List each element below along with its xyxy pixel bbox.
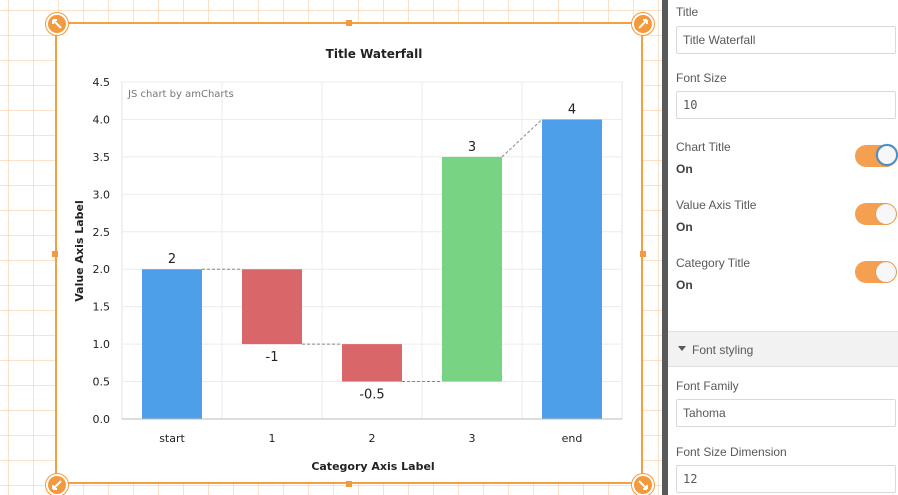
font-size-label: Font Size bbox=[676, 71, 727, 85]
waterfall-bar bbox=[342, 344, 402, 382]
resize-handle-bottom[interactable] bbox=[346, 481, 352, 487]
title-input[interactable]: Title Waterfall bbox=[676, 26, 896, 54]
value-axis-title-state: On bbox=[676, 220, 693, 234]
y-tick-label: 3.5 bbox=[93, 151, 111, 164]
value-axis-title-label: Value Axis Title bbox=[676, 198, 757, 212]
data-label: -1 bbox=[266, 350, 279, 365]
resize-handle-bottom-left[interactable] bbox=[46, 474, 68, 495]
category-title-state: On bbox=[676, 278, 693, 292]
y-tick-label: 4.5 bbox=[93, 76, 111, 89]
font-size-dimension-label: Font Size Dimension bbox=[676, 445, 787, 459]
category-title-toggle[interactable] bbox=[855, 261, 897, 283]
title-label: Title bbox=[676, 5, 699, 19]
category-title-label: Category Title bbox=[676, 256, 751, 270]
waterfall-chart: Title Waterfall 0.0 0.5 1.0 1.5 2.0 2.5 3.0 3.5… bbox=[73, 47, 623, 473]
data-label: 4 bbox=[568, 102, 576, 117]
y-tick-label: 3.0 bbox=[93, 188, 111, 201]
connector-line bbox=[501, 119, 543, 158]
resize-arrow-icon bbox=[52, 19, 62, 29]
y-tick-label: 4.0 bbox=[93, 113, 111, 126]
font-family-input[interactable]: Tahoma bbox=[676, 399, 896, 427]
data-label: 3 bbox=[468, 140, 476, 155]
waterfall-bar bbox=[142, 269, 202, 419]
x-tick-label: 3 bbox=[469, 432, 476, 445]
edit-canvas: Title Waterfall 0.0 0.5 1.0 1.5 2.0 2.5 3.0 3.5… bbox=[0, 0, 662, 495]
panel-divider[interactable] bbox=[662, 0, 668, 495]
properties-panel: Title Title Waterfall Font Size 10 Chart… bbox=[668, 0, 898, 495]
caret-down-icon bbox=[678, 346, 686, 351]
toggle-knob bbox=[876, 262, 896, 282]
font-family-label: Font Family bbox=[676, 379, 739, 393]
toggle-knob bbox=[876, 204, 896, 224]
data-label: 2 bbox=[168, 252, 176, 267]
resize-handle-top-right[interactable] bbox=[632, 13, 654, 35]
waterfall-bar bbox=[442, 156, 502, 382]
font-size-dimension-input[interactable]: 12 bbox=[676, 465, 896, 493]
chart-title-state: On bbox=[676, 162, 693, 176]
watermark-text: JS chart by amCharts bbox=[127, 89, 234, 100]
waterfall-bar bbox=[242, 269, 302, 345]
x-tick-label: 1 bbox=[269, 432, 276, 445]
font-styling-section-header[interactable]: Font styling bbox=[668, 331, 898, 367]
font-size-input[interactable]: 10 bbox=[676, 91, 896, 119]
x-tick-label: end bbox=[562, 432, 583, 445]
x-tick-label: start bbox=[159, 432, 185, 445]
chart-title: Title Waterfall bbox=[326, 47, 423, 61]
chart-title-toggle[interactable] bbox=[855, 144, 898, 167]
y-tick-label: 1.0 bbox=[93, 338, 111, 351]
x-tick-label: 2 bbox=[369, 432, 376, 445]
y-tick-label: 0.0 bbox=[93, 413, 111, 426]
resize-handle-top-left[interactable] bbox=[46, 13, 68, 35]
value-axis-title-toggle[interactable] bbox=[855, 203, 897, 225]
x-axis-title: Category Axis Label bbox=[311, 460, 434, 473]
plot-area: 0.0 0.5 1.0 1.5 2.0 2.5 3.0 3.5 4.0 4.5 2 start -1 1 -… bbox=[93, 76, 623, 445]
resize-arrow-icon bbox=[638, 480, 648, 490]
resize-handle-top[interactable] bbox=[346, 20, 352, 26]
chart-title-label: Chart Title bbox=[676, 140, 731, 154]
resize-handle-bottom-right[interactable] bbox=[632, 474, 654, 495]
font-styling-label: Font styling bbox=[692, 343, 754, 357]
y-tick-label: 1.5 bbox=[93, 301, 111, 314]
y-tick-label: 2.0 bbox=[93, 263, 111, 276]
resize-arrow-icon bbox=[52, 480, 62, 490]
resize-handle-left[interactable] bbox=[52, 251, 58, 257]
y-tick-label: 2.5 bbox=[93, 226, 111, 239]
toggle-knob bbox=[876, 144, 898, 166]
y-tick-label: 0.5 bbox=[93, 376, 111, 389]
waterfall-bar bbox=[542, 119, 602, 419]
resize-arrow-icon bbox=[638, 19, 648, 29]
data-label: -0.5 bbox=[359, 388, 384, 403]
resize-handle-right[interactable] bbox=[640, 251, 646, 257]
y-axis-title: Value Axis Label bbox=[73, 200, 86, 302]
